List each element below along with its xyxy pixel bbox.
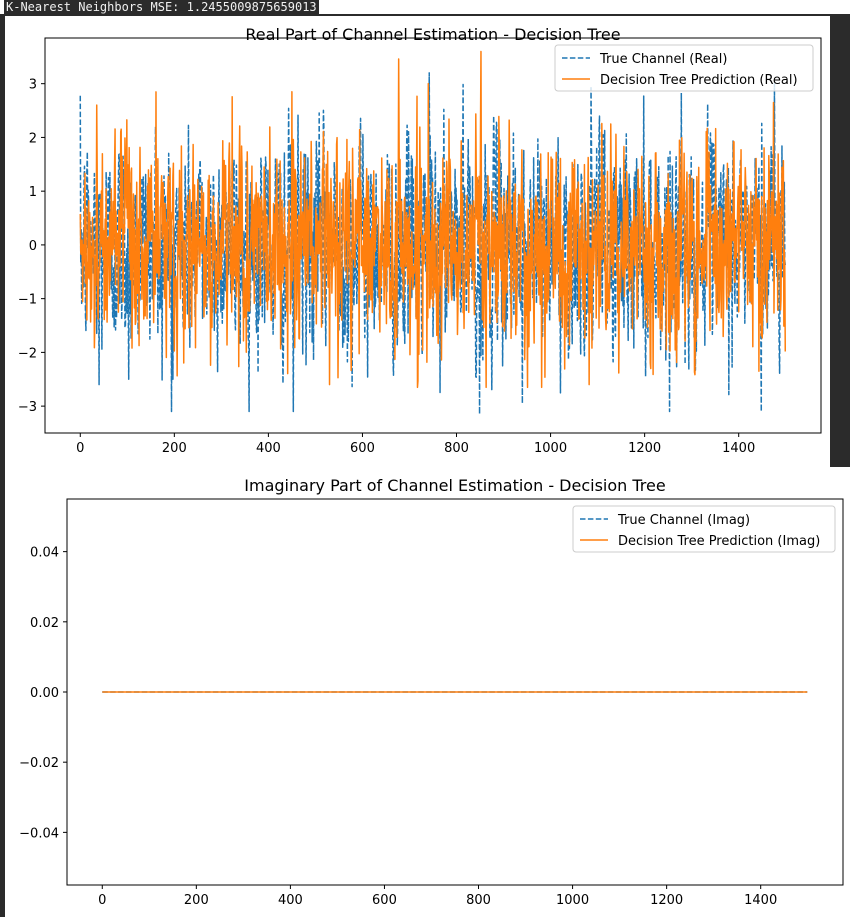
y-tick-label: 0.04 bbox=[30, 546, 59, 561]
x-tick-label: 200 bbox=[184, 893, 209, 908]
y-tick-label: −0.04 bbox=[19, 826, 59, 841]
plot-area: 0 200 400 600 800 1000 1200 1400 −0.04 −0.02 0.00 0… bbox=[19, 498, 844, 908]
legend-box bbox=[572, 505, 836, 553]
y-tick-label: −2 bbox=[18, 346, 37, 361]
y-tick-label: −0.02 bbox=[19, 756, 59, 771]
plot-area: 0 200 400 600 800 1000 1200 1400 −3 −2 −1 0 1 2 3 True … bbox=[18, 37, 822, 456]
imaginary-part-chart: Imaginary Part of Channel Estimation - D… bbox=[5, 467, 850, 917]
legend-box bbox=[554, 44, 814, 92]
y-tick-label: 0.02 bbox=[30, 616, 59, 631]
legend-label: Decision Tree Prediction (Real) bbox=[600, 73, 798, 88]
legend: True Channel (Real) Decision Tree Predict… bbox=[554, 44, 814, 92]
x-tick-label: 400 bbox=[278, 893, 303, 908]
x-tick-label: 1200 bbox=[650, 893, 683, 908]
console-output-line: K-Nearest Neighbors MSE: 1.2455009875659… bbox=[0, 0, 850, 15]
y-tick-label: −3 bbox=[18, 400, 37, 415]
axes-frame bbox=[44, 37, 822, 434]
x-tick-label: 1200 bbox=[628, 441, 661, 456]
y-tick-label: 2 bbox=[29, 131, 37, 146]
x-tick-label: 600 bbox=[372, 893, 397, 908]
x-tick-label: 0 bbox=[98, 893, 106, 908]
real-part-chart: Real Part of Channel Estimation - Decisi… bbox=[5, 16, 830, 467]
x-tick-label: 1000 bbox=[556, 893, 589, 908]
x-tick-label: 0 bbox=[76, 441, 84, 456]
x-tick-label: 200 bbox=[162, 441, 187, 456]
y-tick-label: 0 bbox=[29, 239, 37, 254]
x-tick-label: 800 bbox=[466, 893, 491, 908]
x-tick-label: 1400 bbox=[744, 893, 777, 908]
series-line bbox=[79, 50, 787, 389]
legend-label: True Channel (Real) bbox=[599, 52, 727, 67]
x-tick-label: 1400 bbox=[722, 441, 755, 456]
legend: True Channel (Imag) Decision Tree Predict… bbox=[572, 505, 836, 553]
x-tick-label: 400 bbox=[256, 441, 281, 456]
chart-title: Real Part of Channel Estimation - Decisi… bbox=[245, 25, 620, 44]
notebook-frame-top bbox=[0, 14, 850, 16]
console-output-text: K-Nearest Neighbors MSE: 1.2455009875659… bbox=[4, 0, 319, 14]
x-tick-label: 1000 bbox=[534, 441, 567, 456]
x-tick-label: 600 bbox=[350, 441, 375, 456]
y-tick-label: −1 bbox=[18, 293, 37, 308]
notebook-frame-left bbox=[0, 15, 5, 917]
y-tick-label: 1 bbox=[29, 185, 37, 200]
x-tick-label: 800 bbox=[444, 441, 469, 456]
chart-title: Imaginary Part of Channel Estimation - D… bbox=[244, 476, 665, 495]
legend-label: True Channel (Imag) bbox=[617, 513, 750, 528]
legend-label: Decision Tree Prediction (Imag) bbox=[618, 534, 820, 549]
y-tick-label: 0.00 bbox=[30, 686, 59, 701]
y-tick-label: 3 bbox=[29, 78, 37, 93]
series-group bbox=[79, 50, 787, 415]
notebook-frame-right bbox=[830, 15, 850, 467]
